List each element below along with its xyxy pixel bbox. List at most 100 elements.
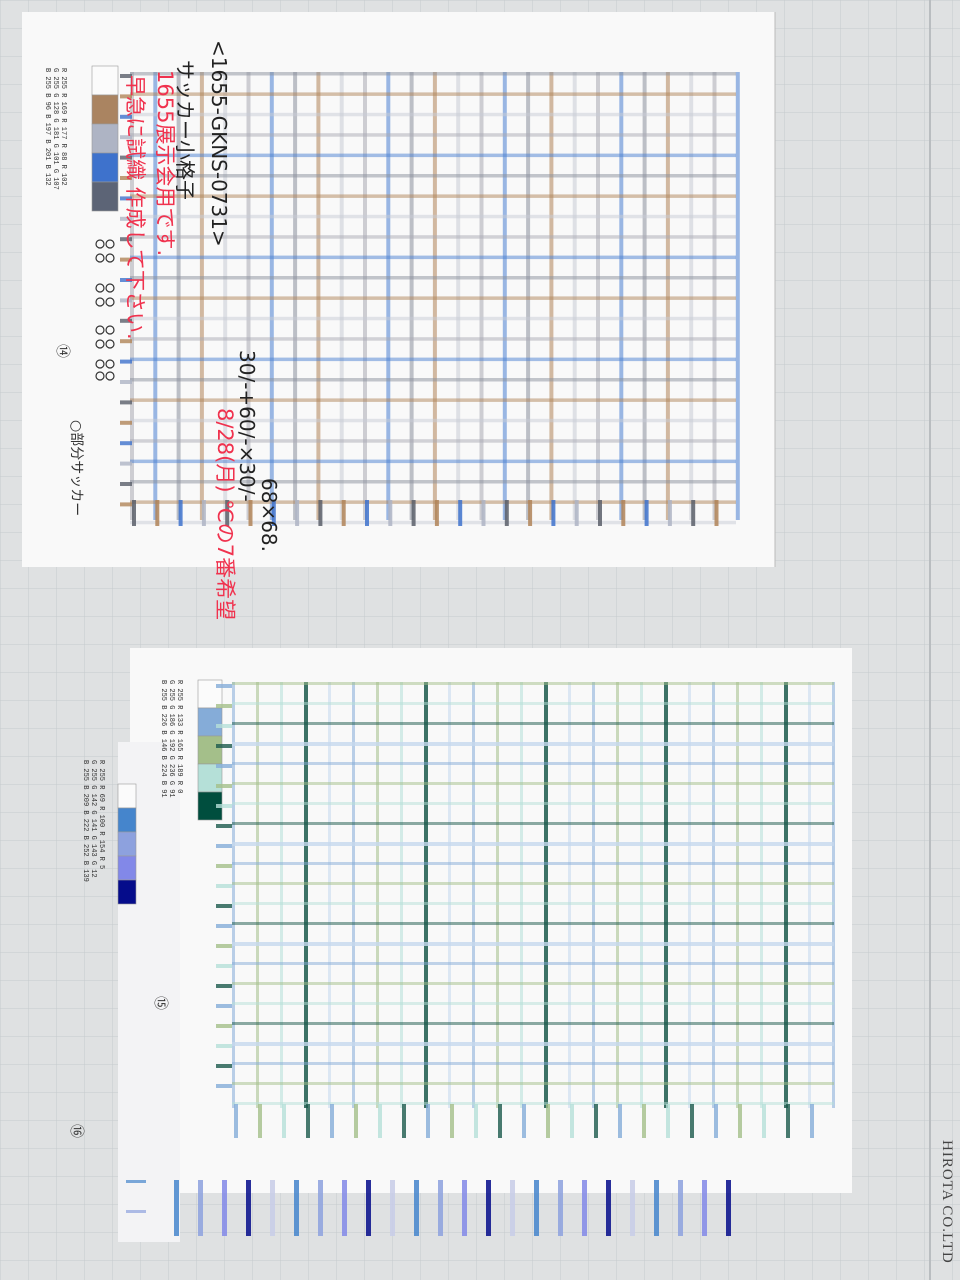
warp-stripe [153, 72, 158, 520]
warp-stripe [304, 682, 308, 1108]
weft-stripe [130, 418, 736, 423]
color-swatch [117, 807, 137, 833]
warp-stripe [294, 1180, 299, 1236]
density-spec: 68×68. [257, 478, 281, 552]
tick-mark [570, 1104, 574, 1138]
top-warp-ticks [120, 74, 719, 526]
warp-stripe [592, 682, 595, 1108]
tick-mark [216, 744, 232, 748]
weft-stripe [232, 882, 834, 885]
tick-mark [201, 500, 206, 526]
warp-stripe [448, 682, 451, 1108]
weft-stripe [232, 1062, 834, 1065]
warp-stripe [316, 72, 321, 520]
tick-mark [644, 500, 649, 526]
tick-mark [120, 400, 132, 405]
warp-stripe [784, 682, 788, 1108]
warp-stripe [339, 72, 344, 520]
lower-warp-strip [126, 1180, 731, 1236]
tick-mark [504, 500, 509, 526]
weft-stripe [130, 398, 736, 402]
tick-mark [354, 1104, 358, 1138]
warp-stripe [544, 682, 548, 1108]
warp-stripe [496, 682, 499, 1108]
weft-stripe [232, 1002, 834, 1005]
warp-stripe [549, 72, 554, 520]
tick-mark [341, 500, 346, 526]
weft-stripe [232, 1042, 834, 1046]
top-swatch-values: R 255 R 169 R 177 R 88 R 102 G 255 G 128… [43, 68, 67, 190]
warp-stripe [642, 72, 647, 520]
svg-text:R 255 R 133 R 165 R 189 R 0: R 255 R 133 R 165 R 189 R 0 [175, 680, 183, 793]
weft-stripe [130, 72, 736, 76]
weft-stripe [130, 214, 736, 219]
weft-stripe [232, 1102, 834, 1105]
warp-stripe [502, 72, 507, 520]
warp-stripe [479, 72, 484, 520]
tick-mark [216, 804, 232, 808]
weft-stripe [130, 255, 736, 260]
weft-stripe [232, 982, 834, 985]
weft-stripe [130, 500, 736, 504]
svg-text:⑮: ⑮ [152, 996, 168, 1010]
warp-stripe [432, 72, 437, 520]
tick-mark [330, 1104, 334, 1138]
tick-mark [178, 500, 183, 526]
svg-text:○部分サッカー: ○部分サッカー [68, 420, 84, 516]
svg-text:R 255 R 69 R 100 R 154 R 5: R 255 R 69 R 100 R 154 R 5 [97, 760, 105, 869]
warp-stripe [534, 1180, 539, 1236]
tick-mark [762, 1104, 766, 1138]
color-swatch [117, 831, 137, 857]
tick-mark [426, 1104, 430, 1138]
tick-mark [216, 964, 232, 968]
tick-mark [402, 1104, 406, 1138]
tick-mark [216, 784, 232, 788]
weft-stripe [130, 337, 736, 341]
svg-text:8/28(月) ℃の7番希望: 8/28(月) ℃の7番希望 [213, 408, 237, 620]
tick-mark [120, 380, 132, 384]
warp-stripe [568, 682, 571, 1108]
warp-stripe [376, 682, 379, 1108]
tick-mark [306, 1104, 310, 1138]
tick-mark [120, 155, 132, 160]
tick-mark [248, 500, 253, 526]
middle-swatch-values: R 255 R 133 R 165 R 189 R 0 G 255 G 186 … [159, 680, 183, 798]
tick-mark [132, 500, 136, 526]
warp-stripe [735, 72, 740, 520]
tick-mark [216, 924, 232, 928]
warp-stripe [654, 1180, 659, 1236]
color-swatch [91, 123, 119, 154]
warp-stripe [270, 1180, 275, 1236]
weft-stripe [232, 722, 834, 725]
tick-mark [481, 500, 486, 526]
warp-stripe [606, 1180, 611, 1236]
weft-stripe [232, 1082, 834, 1085]
warp-stripe [619, 72, 624, 520]
color-swatch [91, 94, 119, 125]
svg-text:G 255 G 128 G 181 G 101 G 107: G 255 G 128 G 181 G 101 G 107 [51, 68, 59, 190]
seersucker-note: ○部分サッカー [68, 420, 84, 516]
tick-mark [120, 114, 132, 119]
warp-stripe [558, 1180, 563, 1236]
tick-mark [120, 74, 132, 78]
tick-mark [667, 500, 672, 526]
warp-stripe [130, 72, 134, 520]
svg-text:G 255 G 142 G 141 G 143 G 12: G 255 G 142 G 141 G 143 G 12 [89, 760, 97, 878]
tick-mark [434, 500, 439, 526]
tick-mark [666, 1104, 670, 1138]
warp-stripe [176, 72, 181, 520]
weft-stripe [126, 1210, 146, 1213]
tick-mark [234, 1104, 238, 1138]
warp-stripe [572, 72, 577, 520]
tick-mark [120, 318, 132, 323]
circled-number-top: ⑭ [54, 344, 70, 358]
warp-stripe [520, 682, 523, 1108]
warp-stripe [462, 1180, 467, 1236]
warp-stripe [280, 682, 283, 1108]
warp-stripe [293, 72, 298, 520]
weft-stripe [232, 782, 834, 785]
weft-stripe [232, 842, 834, 846]
warp-stripe [246, 72, 251, 520]
svg-text:⑯: ⑯ [68, 1124, 84, 1138]
weft-stripe [232, 922, 834, 925]
